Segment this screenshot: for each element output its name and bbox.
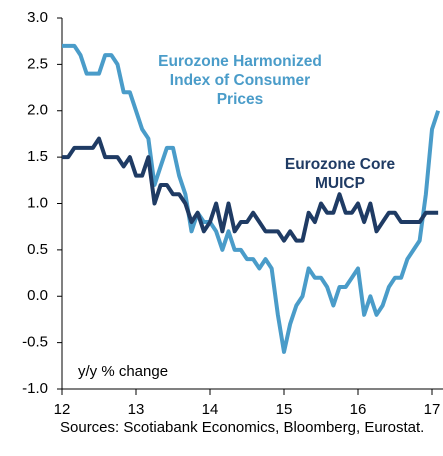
source-note: Sources: Scotiabank Economics, Bloomberg… [60, 419, 425, 436]
y-tick-label: -0.5 [22, 334, 48, 351]
series-line [62, 136, 439, 243]
y-tick-label: 0.5 [27, 241, 48, 258]
series-label: Eurozone Harmonized Index of Consumer Pr… [158, 53, 322, 108]
series-label: Eurozone Core MUICP [284, 156, 396, 192]
x-tick-label: 17 [424, 401, 441, 418]
x-tick-label: 15 [276, 401, 293, 418]
series-line [62, 43, 441, 354]
y-tick-label: 1.5 [27, 148, 48, 165]
x-tick-label: 13 [128, 401, 145, 418]
y-tick-label: 0.0 [27, 287, 48, 304]
y-tick-label: -1.0 [22, 380, 48, 397]
y-tick-label: 2.5 [27, 55, 48, 72]
x-tick-label: 12 [54, 401, 71, 418]
y-tick-label: 3.0 [27, 9, 48, 26]
y-axis-label: y/y % change [78, 363, 168, 380]
y-tick-label: 2.0 [27, 102, 48, 119]
x-tick-label: 16 [350, 401, 367, 418]
x-tick-label: 14 [202, 401, 219, 418]
y-tick-label: 1.0 [27, 194, 48, 211]
